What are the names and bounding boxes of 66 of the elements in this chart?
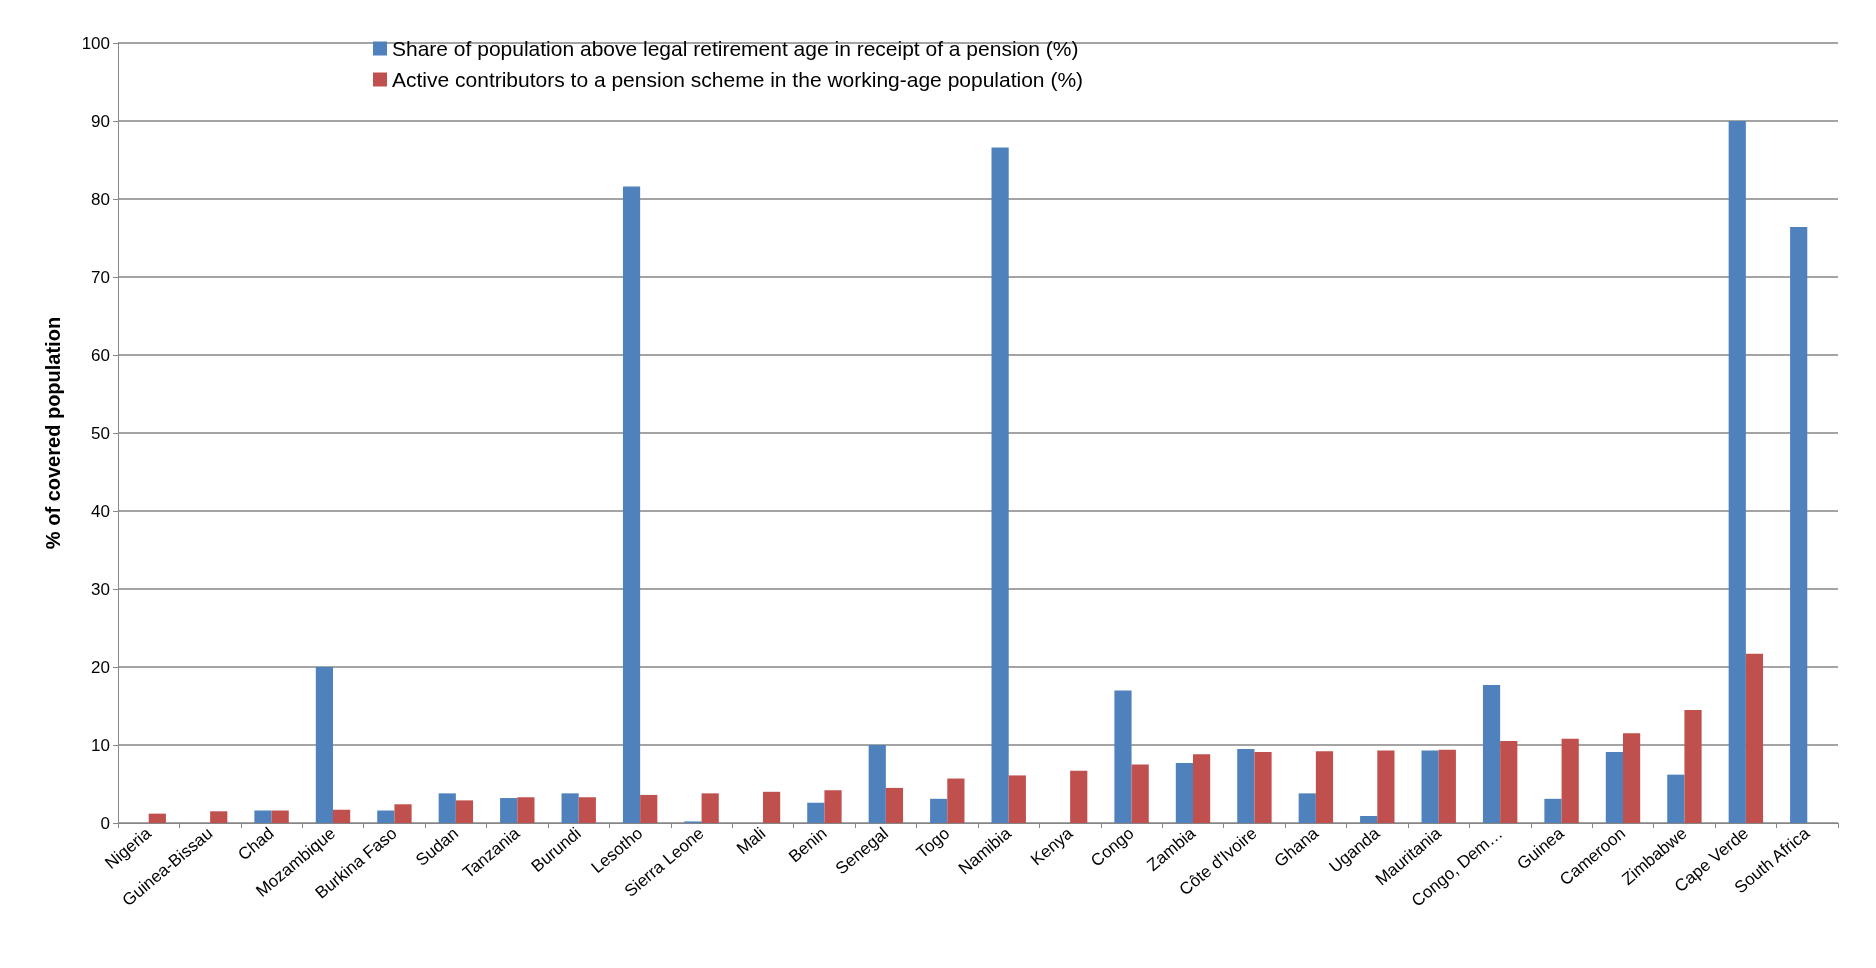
bar — [148, 813, 166, 823]
y-tick-label: 60 — [91, 345, 110, 365]
bar — [622, 186, 641, 823]
bar — [1131, 764, 1149, 823]
bar — [1377, 750, 1395, 823]
bar — [1193, 754, 1211, 823]
bar — [377, 810, 395, 823]
y-tick-label: 40 — [91, 501, 110, 521]
y-tick-label: 30 — [91, 579, 110, 599]
bar — [333, 809, 351, 823]
bar — [1070, 770, 1088, 823]
legend-label: Active contributors to a pension scheme in the working-age population (%) — [392, 68, 1084, 91]
bar — [807, 802, 825, 823]
y-tick-label: 90 — [91, 111, 110, 131]
y-axis-title: % of covered population — [42, 316, 64, 550]
bar — [315, 667, 333, 823]
y-tick-label: 10 — [91, 735, 110, 755]
bar — [868, 745, 886, 823]
x-tick-label: Togo — [912, 823, 954, 862]
bar — [500, 798, 518, 823]
bar — [701, 793, 719, 823]
bar — [930, 798, 948, 823]
bar — [394, 804, 412, 823]
bar — [1790, 227, 1808, 823]
bar — [1298, 793, 1316, 823]
bar — [561, 793, 579, 823]
bar — [1623, 733, 1641, 823]
bar — [1175, 762, 1193, 823]
bar — [271, 810, 289, 823]
y-tick-label: 80 — [91, 189, 110, 209]
bar — [1421, 750, 1439, 823]
bar — [578, 797, 596, 823]
bar — [640, 794, 658, 823]
bar — [885, 787, 904, 823]
bar — [254, 810, 272, 823]
bar — [1684, 709, 1702, 823]
bar — [1315, 751, 1334, 823]
bar — [210, 811, 228, 823]
bar — [1745, 653, 1764, 823]
bar — [1500, 741, 1518, 823]
bar — [1237, 748, 1255, 823]
bar — [1482, 684, 1501, 823]
y-tick-label: 0 — [100, 813, 110, 833]
bar — [947, 778, 965, 823]
y-tick-label: 70 — [91, 267, 110, 287]
bar — [455, 800, 474, 823]
x-tick-label: Mali — [733, 823, 770, 859]
bar — [824, 790, 842, 823]
bar — [1605, 752, 1623, 823]
bar — [1728, 121, 1746, 823]
bar — [1544, 798, 1562, 823]
bar — [1438, 749, 1456, 823]
bar — [438, 793, 456, 823]
legend-label: Share of population above legal retirement age in receipt of a pension (%) — [392, 37, 1079, 60]
bar — [763, 791, 781, 823]
bar — [991, 147, 1009, 823]
bar — [1008, 775, 1026, 823]
y-tick-label: 20 — [91, 657, 110, 677]
y-tick-label: 100 — [81, 33, 110, 53]
bar — [517, 797, 535, 823]
bar — [1254, 752, 1272, 823]
bar — [1360, 815, 1378, 823]
bar — [1114, 690, 1132, 823]
bar — [1561, 738, 1579, 823]
y-tick-label: 50 — [91, 423, 110, 443]
bar — [1667, 774, 1685, 823]
